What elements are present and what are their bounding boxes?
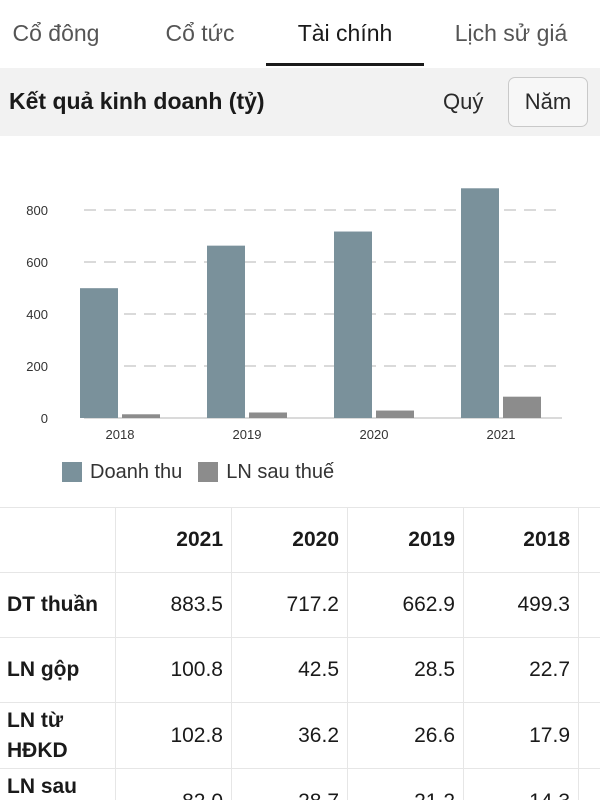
table-cell: 883.5 — [116, 573, 232, 637]
y-tick-label: 600 — [26, 255, 48, 270]
legend-swatch-revenue — [62, 462, 82, 482]
table-cell: 100.8 — [116, 638, 232, 702]
table-cell: 22.7 — [464, 638, 579, 702]
table-row: DT thuần 883.5 717.2 662.9 499.3 — [0, 572, 600, 637]
table-cell: 499.3 — [464, 573, 579, 637]
y-tick-label: 400 — [26, 307, 48, 322]
table-cell: 36.2 — [232, 703, 348, 768]
table-row: LN từ HĐKD 102.8 36.2 26.6 17.9 — [0, 702, 600, 768]
table-header-label — [0, 508, 116, 572]
bar-revenue — [207, 245, 245, 418]
tab-lich-su-gia[interactable]: Lịch sử giá — [454, 19, 568, 46]
x-tick-label: 2019 — [233, 427, 262, 442]
tab-co-tuc[interactable]: Cổ tức — [165, 19, 235, 46]
table-cell: 14.3 — [464, 769, 579, 800]
business-results-chart: 0 200 400 600 800 2018 2019 2020 2021 — [0, 170, 600, 450]
table-cell: 102.8 — [116, 703, 232, 768]
bar-revenue — [461, 188, 499, 418]
table-row-label: LN từ HĐKD — [0, 703, 116, 768]
table-row-label: LN sau thuế — [0, 769, 116, 800]
bar-net-profit — [249, 412, 287, 418]
section-title: Kết quả kinh doanh (tỷ) — [9, 88, 265, 114]
table-header-cell: 2019 — [348, 508, 464, 572]
table-header-cell: 2018 — [464, 508, 579, 572]
table-cell: 82.0 — [116, 769, 232, 800]
legend-swatch-net-profit — [198, 462, 219, 482]
table-header-cell: 2021 — [116, 508, 232, 572]
tab-co-dong[interactable]: Cổ đông — [12, 19, 100, 46]
legend-item-net-profit[interactable]: LN sau thuế — [198, 461, 334, 484]
bar-revenue — [334, 231, 372, 418]
tab-bar: Cổ đông Cổ tức Tài chính Lịch sử giá — [0, 0, 600, 66]
x-tick-label: 2020 — [360, 427, 389, 442]
y-tick-label: 800 — [26, 203, 48, 218]
table-cell: 42.5 — [232, 638, 348, 702]
table-cell: 28.7 — [232, 769, 348, 800]
bar-chart-svg: 0 200 400 600 800 2018 2019 2020 2021 — [26, 188, 562, 442]
bar-net-profit — [376, 410, 414, 418]
period-quarter-button[interactable]: Quý — [443, 89, 484, 114]
legend-item-revenue[interactable]: Doanh thu — [62, 461, 182, 484]
table-cell: 662.9 — [348, 573, 464, 637]
table-cell: 28.5 — [348, 638, 464, 702]
bar-revenue — [80, 288, 118, 418]
table-cell: 21.2 — [348, 769, 464, 800]
section-header: Kết quả kinh doanh (tỷ) Quý Năm — [0, 68, 600, 136]
table-row-label: DT thuần — [0, 573, 116, 637]
chart-legend: Doanh thu LN sau thuế — [62, 460, 350, 484]
table-row: LN sau thuế 82.0 28.7 21.2 14.3 — [0, 768, 600, 800]
legend-label-net-profit: LN sau thuế — [226, 460, 335, 483]
tab-tai-chinh[interactable]: Tài chính — [266, 0, 424, 66]
period-year-button[interactable]: Năm — [508, 77, 588, 127]
table-row: LN gộp 100.8 42.5 28.5 22.7 — [0, 637, 600, 702]
table-cell: 17.9 — [464, 703, 579, 768]
y-tick-label: 0 — [41, 411, 48, 426]
x-tick-label: 2021 — [487, 427, 516, 442]
y-tick-label: 200 — [26, 359, 48, 374]
bar-net-profit — [503, 396, 541, 418]
x-tick-label: 2018 — [106, 427, 135, 442]
legend-label-revenue: Doanh thu — [90, 460, 183, 483]
table-row-label: LN gộp — [0, 638, 116, 702]
table-header-cell: 2020 — [232, 508, 348, 572]
table-header-row: 2021 2020 2019 2018 — [0, 507, 600, 572]
table-cell: 717.2 — [232, 573, 348, 637]
bar-net-profit — [122, 414, 160, 418]
table-cell: 26.6 — [348, 703, 464, 768]
